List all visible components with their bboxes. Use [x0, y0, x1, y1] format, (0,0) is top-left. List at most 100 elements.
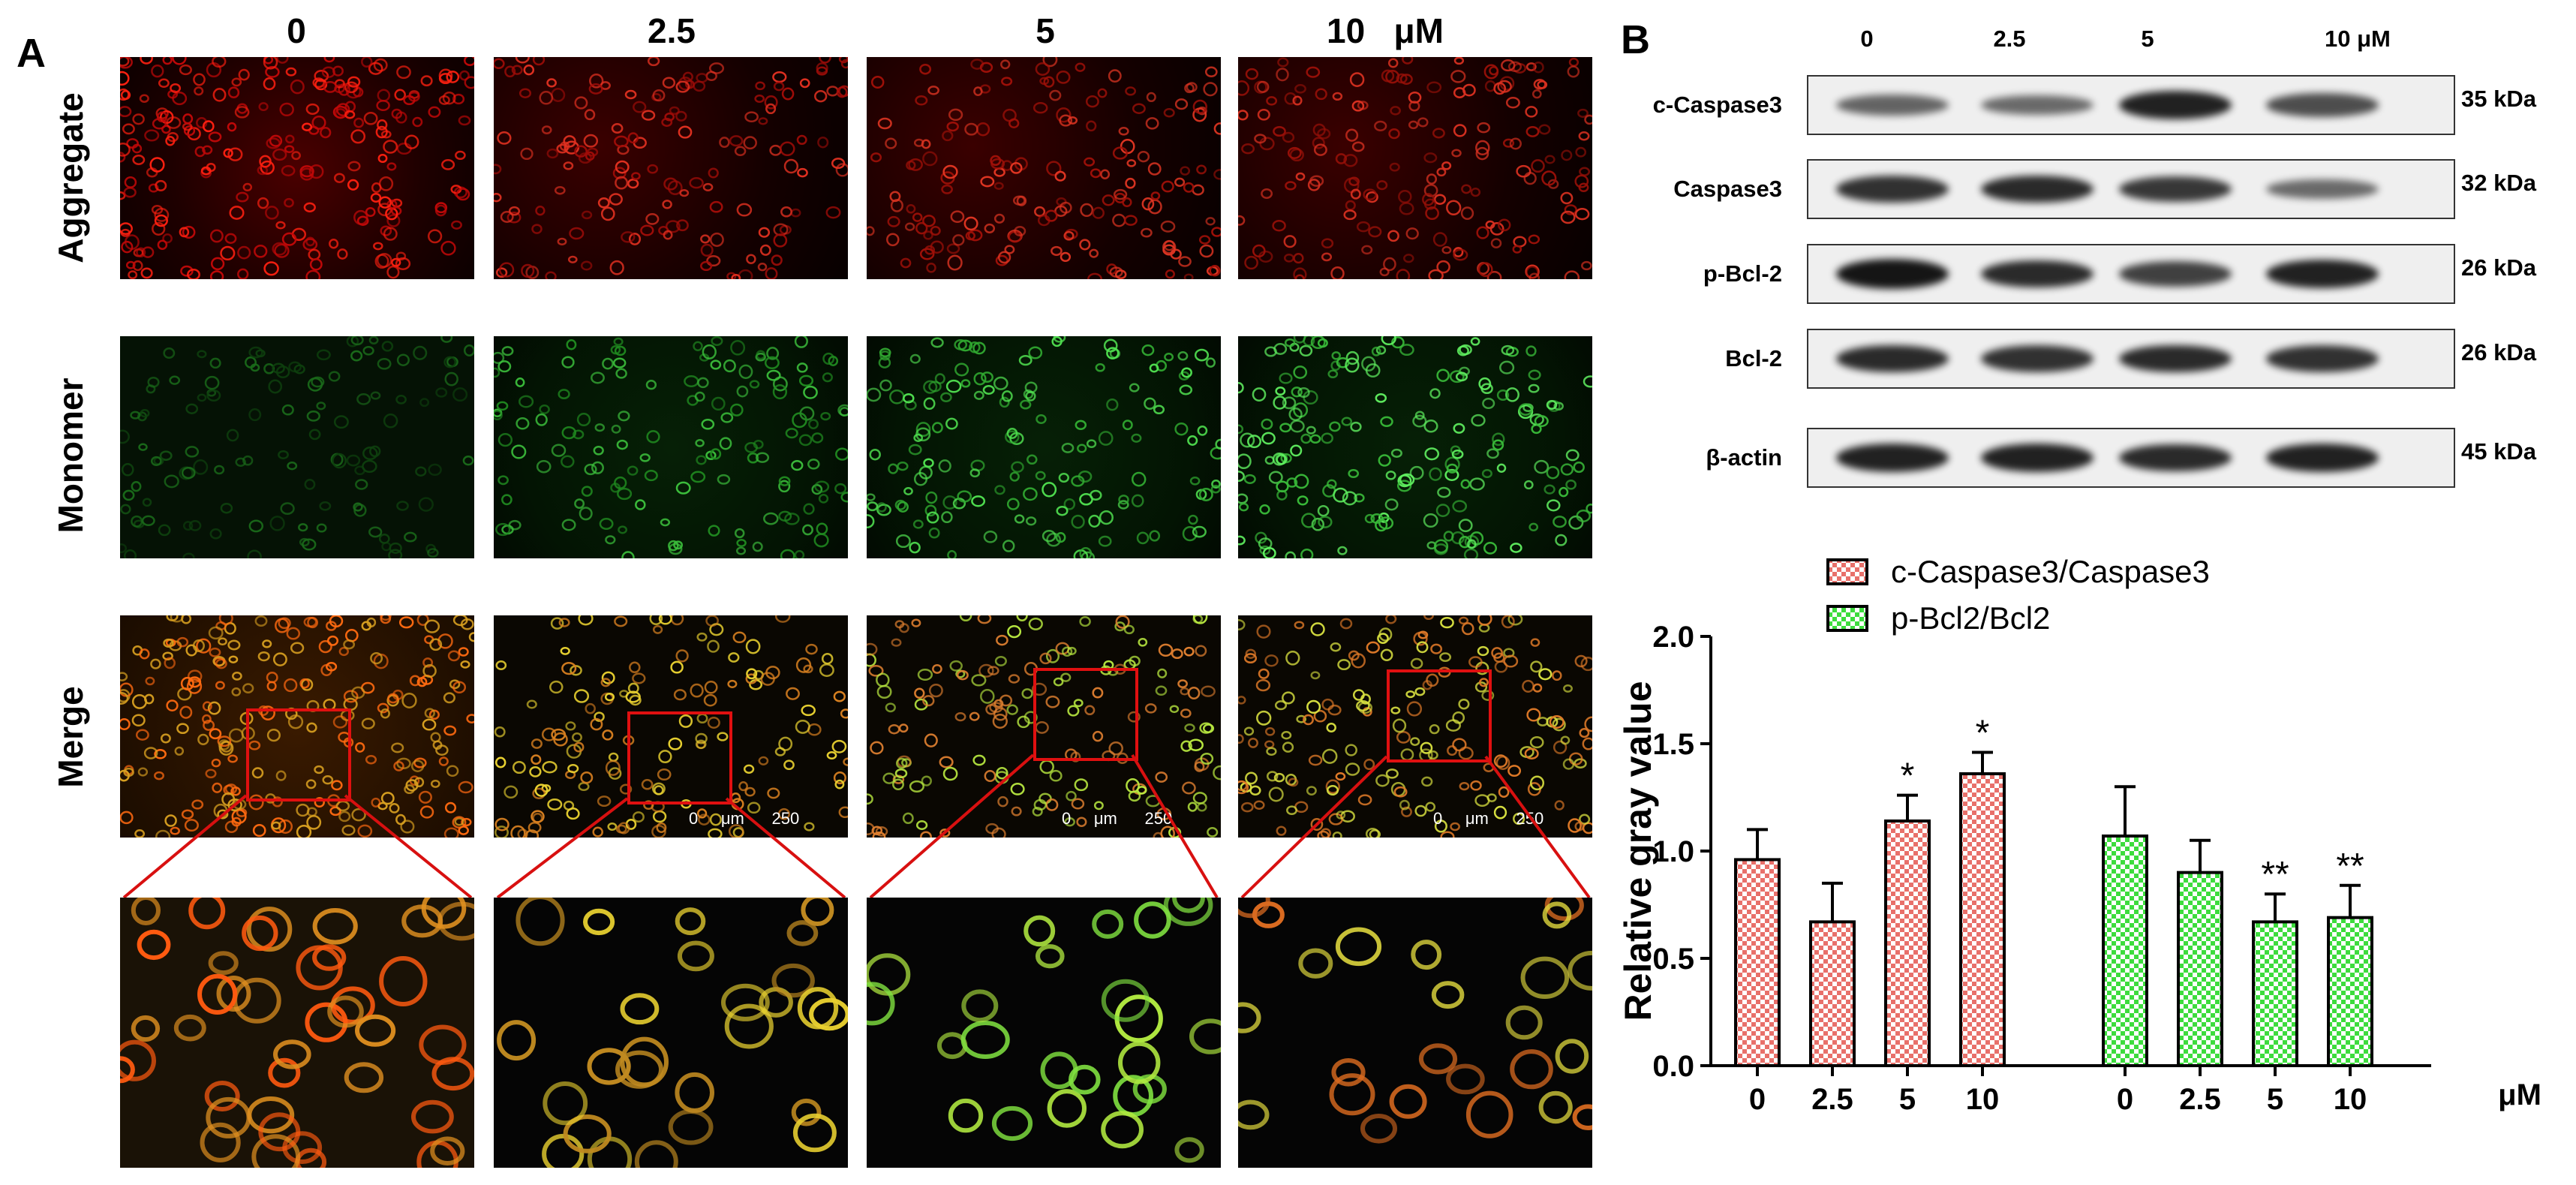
cell-ring: [615, 1050, 663, 1089]
cell-ring: [836, 86, 848, 98]
cell-ring: [1268, 471, 1283, 484]
cell-ring: [1125, 177, 1136, 189]
cell-ring: [1432, 128, 1445, 139]
cell-ring: [497, 475, 509, 486]
cell-ring: [576, 412, 591, 427]
cell-ring: [950, 210, 965, 224]
cell-ring: [668, 540, 679, 552]
cell-ring: [531, 738, 543, 749]
x-tick-label: 5: [2267, 1083, 2283, 1116]
cell-ring: [1542, 901, 1572, 929]
cell-ring: [736, 539, 747, 547]
blot-size-label: 35 kDa: [2461, 86, 2536, 112]
cell-ring: [257, 651, 270, 662]
cell-ring: [1067, 116, 1078, 125]
cell-ring: [780, 549, 795, 558]
connector-line: [725, 797, 846, 899]
cell-ring: [494, 351, 505, 364]
cell-ring: [130, 411, 141, 420]
cell-ring: [1563, 684, 1573, 693]
cell-ring: [721, 983, 770, 1021]
cell-ring: [494, 826, 509, 838]
cell-ring: [973, 371, 987, 386]
cell-ring: [594, 423, 606, 432]
cell-ring: [1245, 68, 1259, 80]
cell-ring: [940, 392, 952, 402]
cell-ring: [1297, 495, 1309, 506]
cell-ring: [197, 350, 207, 359]
cell-ring: [675, 80, 690, 93]
cell-ring: [1375, 345, 1387, 355]
cell-ring: [675, 1072, 715, 1113]
cell-ring: [362, 459, 377, 474]
cell-ring: [276, 57, 289, 64]
blot-band: [1836, 95, 1949, 116]
cell-ring: [1056, 107, 1072, 123]
cell-ring: [1436, 167, 1447, 177]
cell-ring: [1106, 347, 1120, 359]
cell-ring: [1101, 1111, 1144, 1149]
cell-ring: [908, 158, 923, 171]
cell-ring: [248, 346, 263, 359]
cell-ring: [380, 792, 395, 805]
cell-ring: [248, 740, 261, 750]
cell-ring: [512, 760, 526, 774]
y-tick-label: 1.0: [1652, 835, 1694, 868]
cell-rings: [494, 615, 848, 838]
cell-ring: [1523, 480, 1534, 490]
cell-ring: [183, 125, 196, 137]
cell-ring: [1184, 83, 1195, 94]
cell-ring: [501, 346, 514, 356]
cell-ring: [614, 476, 627, 489]
cell-ring: [621, 231, 636, 243]
cell-ring: [336, 103, 350, 117]
x-tick-label: 2.5: [1811, 1083, 1853, 1116]
cell-ring: [1000, 59, 1011, 70]
cell-ring: [675, 907, 706, 936]
cell-ring: [1238, 696, 1246, 705]
cell-ring: [146, 384, 156, 394]
cell-ring: [1339, 618, 1353, 630]
cell-ring: [443, 827, 459, 838]
cell-ring: [1491, 647, 1503, 659]
cell-ring: [466, 714, 474, 723]
cell-ring: [614, 615, 628, 627]
cell-ring: [155, 179, 167, 191]
cell-ring: [427, 548, 439, 558]
cell-ring: [1376, 180, 1388, 191]
cell-ring: [1418, 1043, 1458, 1075]
blot-band: [2119, 176, 2232, 203]
cell-ring: [218, 739, 230, 750]
cell-ring: [794, 336, 808, 348]
cell-ring: [1046, 161, 1062, 176]
cell-ring: [1422, 193, 1435, 206]
cell-ring: [1565, 479, 1577, 490]
cell-ring: [703, 693, 717, 707]
cell-ring: [1238, 80, 1250, 96]
cell-ring: [1349, 72, 1365, 87]
cell-ring: [1553, 740, 1568, 754]
cell-ring: [612, 167, 627, 179]
cell-ring: [1017, 715, 1030, 729]
cell-ring: [993, 376, 1008, 390]
cell-ring: [635, 499, 646, 510]
cell-ring: [632, 672, 646, 684]
cell-ring: [573, 741, 585, 753]
cell-ring: [1460, 479, 1471, 489]
cell-ring: [1180, 166, 1191, 176]
cell-ring: [1399, 473, 1415, 486]
cell-ring: [1211, 227, 1221, 237]
x-tick-label: 10: [2334, 1083, 2367, 1116]
cell-ring: [632, 811, 645, 823]
cell-ring: [1141, 197, 1155, 211]
cell-ring: [760, 672, 775, 686]
cell-ring: [1329, 421, 1341, 432]
cell-ring: [1425, 802, 1436, 812]
cell-ring: [543, 1081, 588, 1126]
merge-image-2-5: 0 μm 250: [494, 615, 848, 838]
cell-ring: [293, 364, 305, 374]
cell-ring: [777, 808, 790, 820]
cell-ring: [151, 65, 164, 78]
cell-ring: [1108, 741, 1123, 756]
cell-ring: [1102, 194, 1115, 206]
